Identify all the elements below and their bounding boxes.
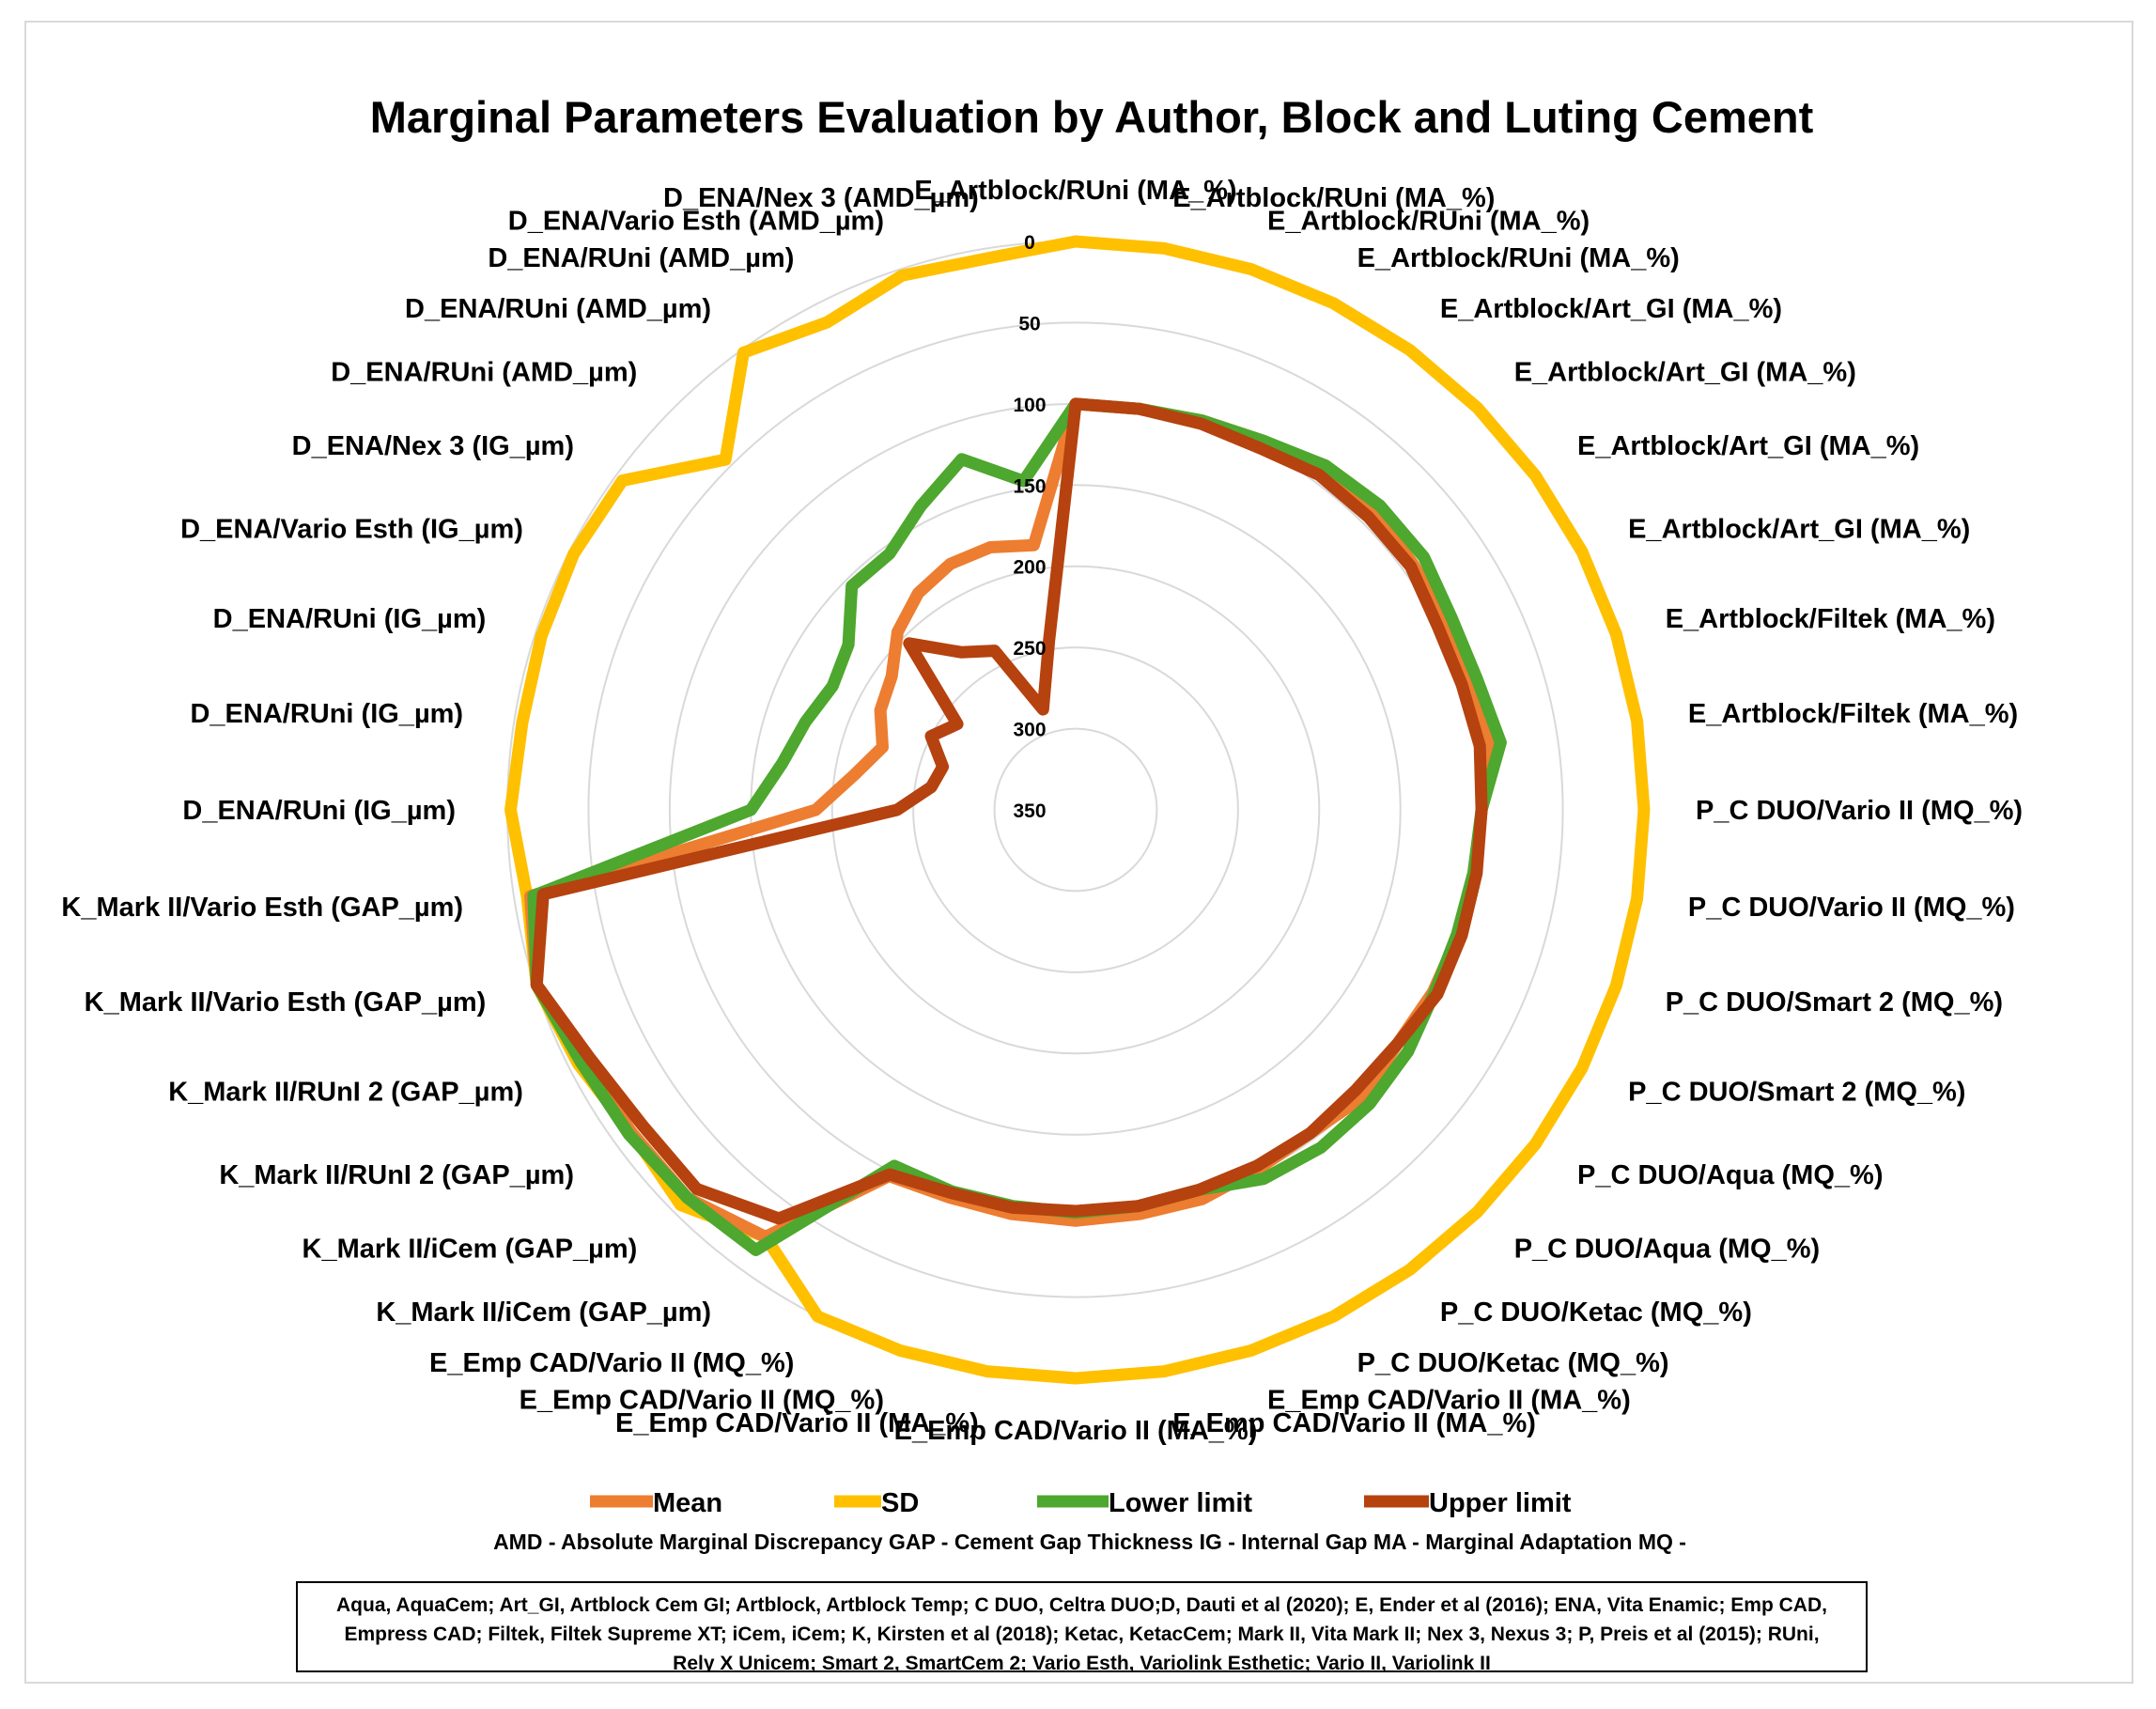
category-label: D_ENA/Vario Esth (IG_µm) <box>180 514 523 544</box>
category-label: E_Emp CAD/Vario II (MA_%) <box>615 1408 979 1438</box>
legend-item-upper-limit: Upper limit <box>1364 1488 1572 1518</box>
category-label: K_Mark II/Vario Esth (GAP_µm) <box>85 987 487 1018</box>
tick-label: 100 <box>1013 395 1046 416</box>
grid-circle <box>993 727 1158 893</box>
tick-label: 350 <box>1013 800 1046 822</box>
category-label: E_Emp CAD/Vario II (MA_%) <box>1267 1386 1631 1416</box>
category-label: E_Artblock/RUni (MA_%) <box>1172 183 1495 213</box>
tick-label: 300 <box>1013 720 1046 741</box>
chart-title: Marginal Parameters Evaluation by Author… <box>370 92 1814 142</box>
category-label: D_ENA/RUni (AMD_µm) <box>405 294 711 324</box>
abbreviation-notes: Aqua, AquaCem; Art_GI, Artblock Cem GI; … <box>296 1581 1868 1672</box>
category-label: E_Artblock/Filtek (MA_%) <box>1688 699 2018 729</box>
category-label: P_C DUO/Vario II (MQ_%) <box>1696 796 2023 826</box>
legend-label-sd: SD <box>881 1488 919 1518</box>
legend-item-mean: Mean <box>590 1488 722 1518</box>
category-label: D_ENA/RUni (IG_µm) <box>190 699 463 729</box>
category-label: P_C DUO/Smart 2 (MQ_%) <box>1628 1078 1965 1108</box>
abbreviation-legend: AMD - Absolute Marginal Discrepancy GAP … <box>493 1530 1686 1554</box>
radial-axis-ticks: 0 50 100 150 200 250 300 350 <box>1013 232 1046 822</box>
grid-circle <box>912 646 1239 973</box>
category-label: K_Mark II/Vario Esth (GAP_µm) <box>61 893 463 923</box>
category-label: P_C DUO/Ketac (MQ_%) <box>1357 1348 1669 1378</box>
category-label: E_Emp CAD/Vario II (MA_%) <box>894 1416 1258 1446</box>
category-label: D_ENA/RUni (AMD_µm) <box>488 243 794 273</box>
category-label: E_Emp CAD/Vario II (MQ_%) <box>520 1386 884 1416</box>
category-label: P_C DUO/Smart 2 (MQ_%) <box>1666 987 2003 1018</box>
category-label: P_C DUO/Vario II (MQ_%) <box>1688 893 2015 923</box>
category-label: K_Mark II/RUnI 2 (GAP_µm) <box>168 1078 523 1108</box>
category-label: E_Artblock/RUni (MA_%) <box>1267 206 1590 236</box>
category-label: D_ENA/RUni (AMD_µm) <box>331 357 637 387</box>
category-label: D_ENA/Vario Esth (AMD_µm) <box>508 206 884 236</box>
grid-circle <box>587 321 1564 1298</box>
category-label: E_Emp CAD/Vario II (MQ_%) <box>429 1348 794 1378</box>
category-label: K_Mark II/RUnI 2 (GAP_µm) <box>219 1160 574 1190</box>
category-label: P_C DUO/Ketac (MQ_%) <box>1440 1297 1752 1328</box>
legend-label-mean: Mean <box>653 1488 722 1518</box>
category-label: K_Mark II/iCem (GAP_µm) <box>376 1297 711 1328</box>
radar-series <box>504 235 1651 1385</box>
category-label: E_Artblock/Art_GI (MA_%) <box>1628 514 1970 544</box>
category-label: E_Artblock/Filtek (MA_%) <box>1666 604 1995 634</box>
tick-label: 0 <box>1024 232 1035 254</box>
category-label: K_Mark II/iCem (GAP_µm) <box>302 1235 638 1265</box>
chart-frame <box>24 21 2133 1684</box>
legend: Mean SD Lower limit Upper limit <box>590 1488 1572 1518</box>
category-label: E_Artblock/Art_GI (MA_%) <box>1440 294 1782 324</box>
category-label: E_Artblock/Art_GI (MA_%) <box>1577 431 1919 461</box>
category-label: D_ENA/RUni (IG_µm) <box>213 604 487 634</box>
grid-circle <box>830 565 1321 1055</box>
series-line-upper-limit <box>530 397 1488 1225</box>
legend-item-sd: SD <box>834 1488 919 1518</box>
category-label: E_Artblock/RUni (MA_%) <box>1357 243 1680 273</box>
legend-item-lower-limit: Lower limit <box>1037 1488 1252 1518</box>
category-label: P_C DUO/Aqua (MQ_%) <box>1514 1235 1820 1265</box>
category-label: D_ENA/Nex 3 (IG_µm) <box>292 431 574 461</box>
category-label: D_ENA/Nex 3 (AMD_µm) <box>663 183 979 213</box>
series-line-lower-limit <box>527 397 1507 1256</box>
category-label: D_ENA/RUni (IG_µm) <box>182 796 456 826</box>
series-line-mean <box>524 397 1496 1243</box>
category-label: P_C DUO/Aqua (MQ_%) <box>1577 1160 1883 1190</box>
category-label: E_Artblock/RUni (MA_%) <box>914 176 1236 206</box>
series-line-sd <box>504 235 1651 1385</box>
category-labels: E_Artblock/RUni (MA_%)E_Artblock/RUni (M… <box>61 176 2023 1446</box>
tick-label: 200 <box>1013 557 1046 579</box>
category-label: E_Artblock/Art_GI (MA_%) <box>1514 357 1856 387</box>
tick-label: 150 <box>1013 475 1046 497</box>
legend-label-lower-limit: Lower limit <box>1109 1488 1252 1518</box>
category-label: E_Emp CAD/Vario II (MA_%) <box>1172 1408 1536 1438</box>
tick-label: 250 <box>1013 638 1046 660</box>
legend-label-upper-limit: Upper limit <box>1429 1488 1572 1518</box>
tick-label: 50 <box>1018 313 1040 334</box>
